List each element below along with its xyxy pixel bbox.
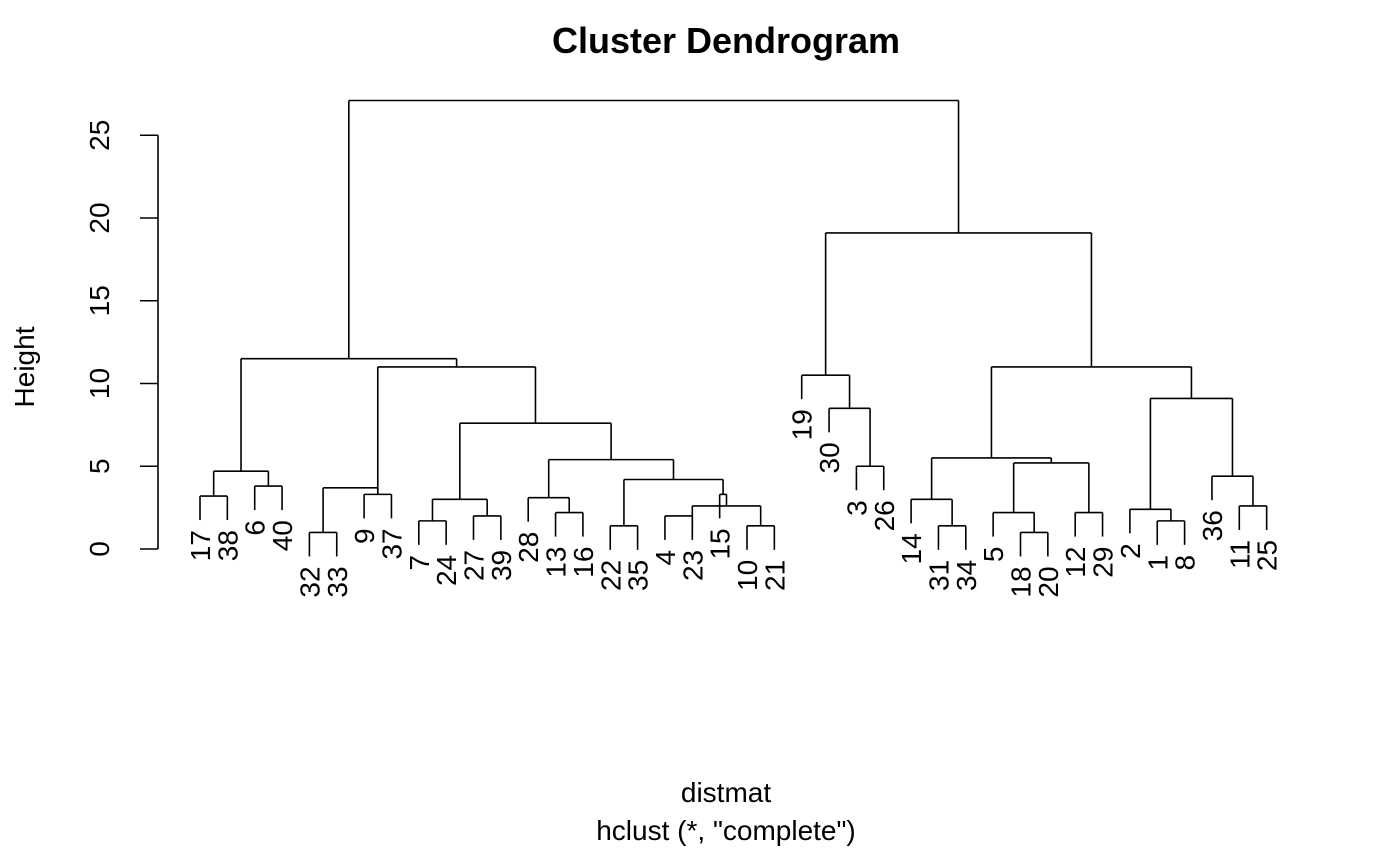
y-tick-label: 15 — [84, 285, 115, 316]
leaf-label: 27 — [459, 550, 490, 581]
leaf-label: 12 — [1060, 547, 1091, 578]
leaf-label: 4 — [650, 550, 681, 566]
leaf-labels: 1738640323393772427392813162235423151021… — [185, 409, 1283, 597]
y-axis-ticks: 0 5 10 15 20 25 — [84, 120, 158, 557]
y-tick-label: 25 — [84, 120, 115, 151]
leaf-label: 6 — [240, 520, 271, 536]
leaf-label: 40 — [267, 520, 298, 551]
leaf-label: 22 — [595, 560, 626, 591]
leaf-label: 19 — [787, 409, 818, 440]
leaf-label: 7 — [404, 555, 435, 571]
leaf-label: 23 — [677, 550, 708, 581]
leaf-label: 29 — [1088, 547, 1119, 578]
leaf-label: 16 — [568, 547, 599, 578]
leaf-label: 15 — [705, 528, 736, 559]
leaf-label: 2 — [1115, 543, 1146, 559]
x-axis-label: distmat — [681, 777, 771, 808]
leaf-label: 39 — [486, 550, 517, 581]
leaf-label: 31 — [923, 560, 954, 591]
leaf-label: 38 — [212, 530, 243, 561]
y-tick-label: 20 — [84, 202, 115, 233]
leaf-label: 5 — [978, 547, 1009, 563]
leaf-label: 13 — [541, 547, 572, 578]
leaf-label: 28 — [513, 532, 544, 563]
leaf-label: 1 — [1142, 555, 1173, 571]
chart-title: Cluster Dendrogram — [552, 20, 900, 61]
leaf-label: 36 — [1197, 510, 1228, 541]
leaf-label: 9 — [349, 528, 380, 544]
leaf-label: 20 — [1033, 566, 1064, 597]
leaf-label: 18 — [1006, 566, 1037, 597]
leaf-label: 8 — [1170, 555, 1201, 571]
leaf-label: 14 — [896, 533, 927, 564]
dendrogram-tree — [199, 99, 1268, 557]
leaf-label: 26 — [869, 500, 900, 531]
leaf-label: 37 — [376, 528, 407, 559]
leaf-label: 25 — [1252, 540, 1283, 571]
method-subtitle: hclust (*, "complete") — [596, 815, 856, 846]
leaf-label: 32 — [294, 566, 325, 597]
leaf-label: 21 — [759, 560, 790, 591]
leaf-label: 3 — [841, 500, 872, 516]
leaf-label: 35 — [623, 560, 654, 591]
leaf-label: 17 — [185, 530, 216, 561]
leaf-label: 34 — [951, 560, 982, 591]
leaf-label: 10 — [732, 560, 763, 591]
y-tick-label: 0 — [84, 541, 115, 557]
y-tick-label: 5 — [84, 458, 115, 474]
leaf-label: 33 — [322, 566, 353, 597]
y-tick-label: 10 — [84, 368, 115, 399]
y-axis-label: Height — [9, 326, 40, 407]
leaf-label: 11 — [1224, 540, 1255, 569]
leaf-label: 30 — [814, 442, 845, 473]
leaf-label: 24 — [431, 555, 462, 586]
